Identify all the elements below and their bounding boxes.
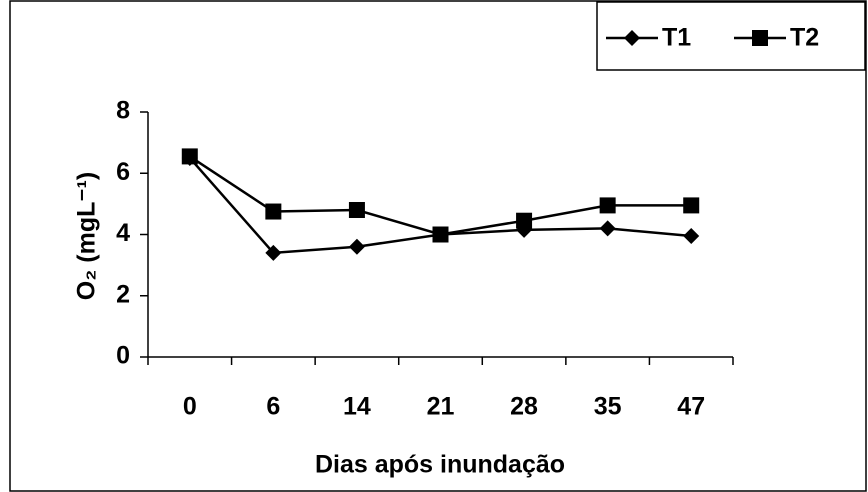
point bbox=[348, 202, 365, 218]
x-tick-label: 47 bbox=[677, 393, 705, 421]
y-tick-label: 8 bbox=[116, 97, 130, 125]
y-tick-label: 4 bbox=[116, 219, 130, 247]
x-tick-label: 6 bbox=[266, 393, 280, 421]
point bbox=[265, 203, 282, 220]
x-tick-label: 28 bbox=[510, 393, 538, 421]
x-tick-label: 21 bbox=[427, 393, 455, 421]
point bbox=[348, 238, 365, 255]
legend-box bbox=[596, 1, 866, 71]
y-tick-label: 0 bbox=[116, 342, 130, 370]
chart-frame bbox=[9, 0, 867, 492]
legend-marker bbox=[624, 30, 640, 46]
point bbox=[599, 220, 616, 237]
point bbox=[599, 197, 616, 214]
point bbox=[181, 148, 198, 165]
line-series bbox=[189, 155, 692, 236]
legend-label: T1 bbox=[662, 24, 691, 52]
y-tick-label: 2 bbox=[116, 280, 130, 308]
x-tick-label: 35 bbox=[594, 393, 622, 421]
point bbox=[432, 226, 449, 243]
y-axis-title: O₂ (mgL⁻¹) bbox=[73, 172, 101, 300]
x-tick-label: 14 bbox=[343, 393, 371, 421]
legend-label: T2 bbox=[790, 24, 819, 52]
x-tick-label: 0 bbox=[183, 393, 197, 421]
point bbox=[683, 197, 700, 214]
y-tick-label: 6 bbox=[116, 158, 130, 186]
x-axis-title: Dias após inundação bbox=[315, 451, 565, 479]
point bbox=[516, 212, 533, 229]
point bbox=[265, 244, 282, 261]
point bbox=[683, 228, 700, 245]
legend-marker bbox=[752, 30, 768, 46]
